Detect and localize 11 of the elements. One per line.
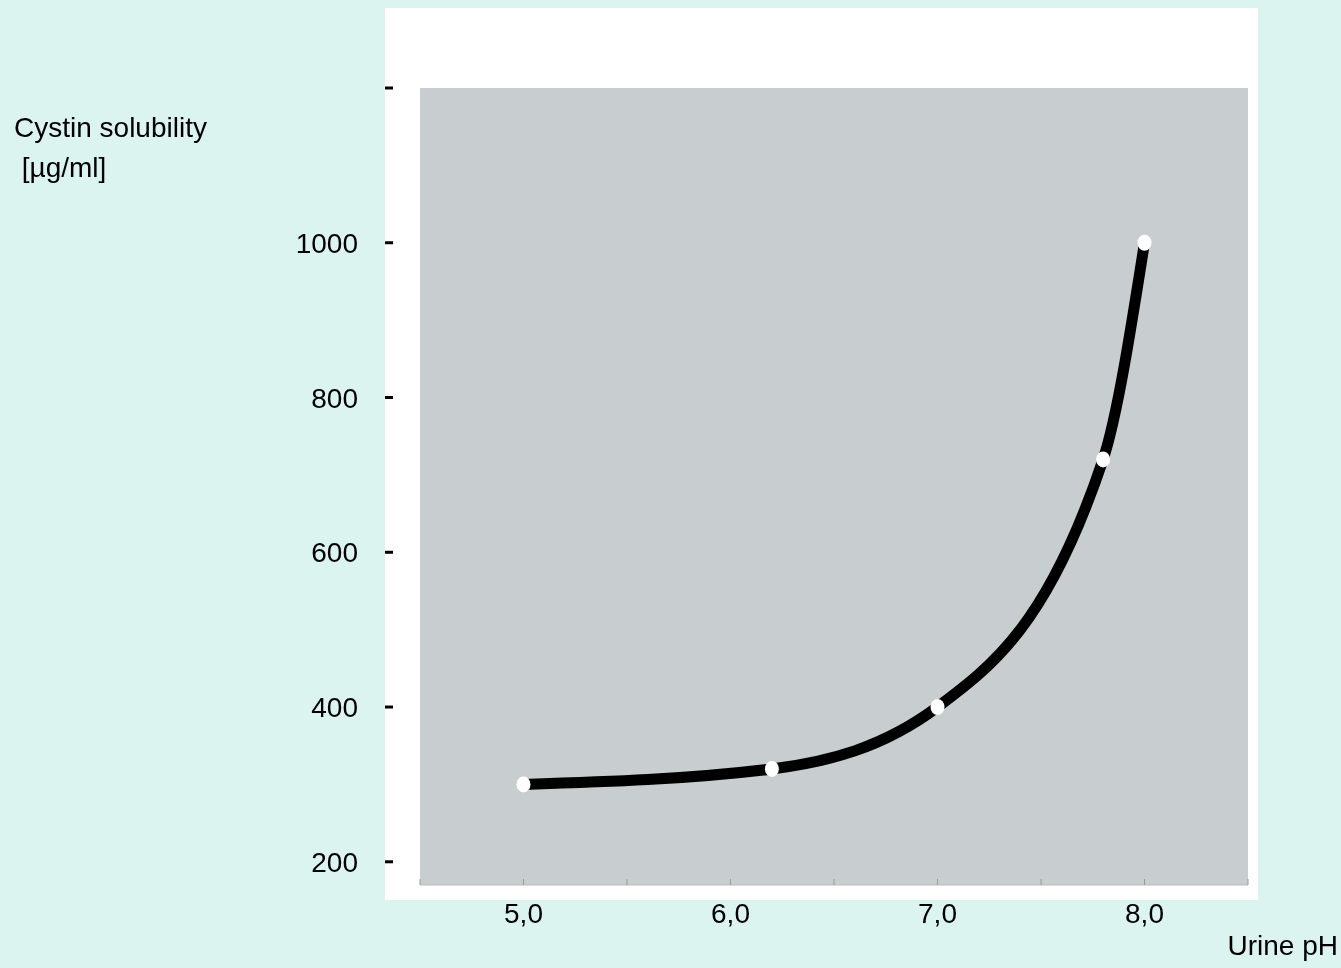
x-tick-label: 6,0 [711,898,750,929]
x-axis-title: Urine pH [1227,930,1338,961]
x-tick-label: 7,0 [918,898,957,929]
x-tick-label: 5,0 [504,898,543,929]
y-tick-label: 600 [311,537,358,569]
y-tick-label: 200 [311,846,358,878]
y-tick-label: 800 [311,382,358,414]
y-tick-label: 400 [311,692,358,724]
x-tick-label: 8,0 [1125,898,1164,929]
y-tick-label: 1000 [295,227,358,259]
y-axis-title: Cystin solubility [µg/ml] [14,112,207,183]
